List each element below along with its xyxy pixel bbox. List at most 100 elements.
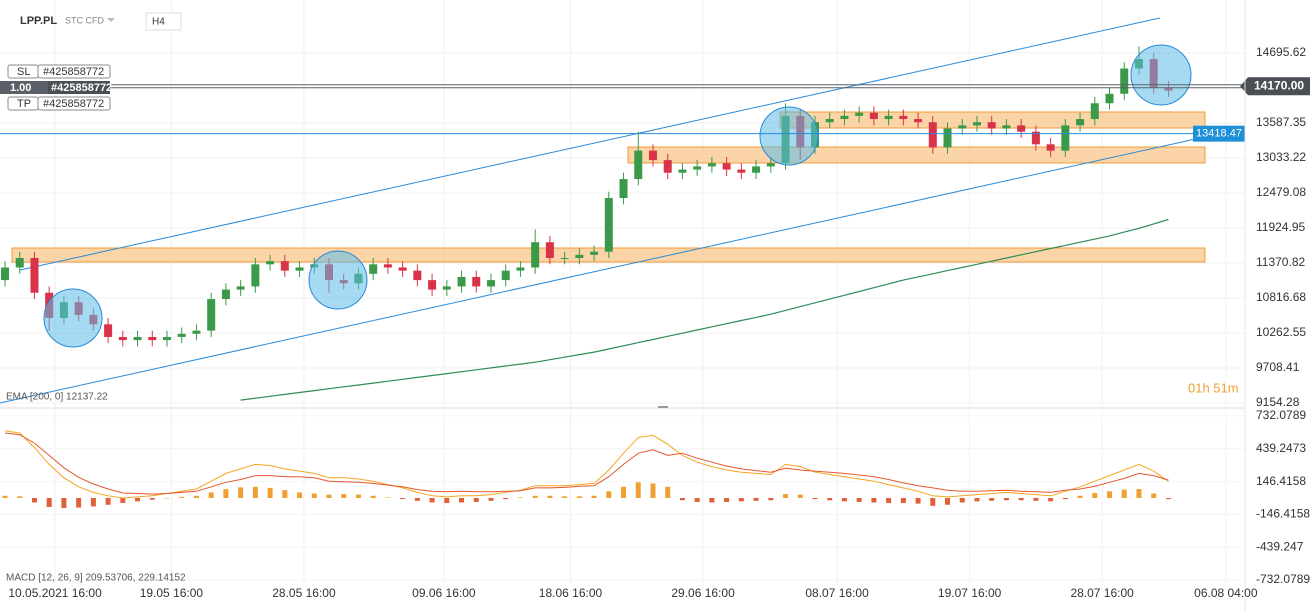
x-tick-label: 08.07 16:00 <box>805 586 869 600</box>
candle-body <box>280 261 289 271</box>
macd-bar <box>193 495 199 498</box>
timeframe[interactable]: H4 <box>152 17 165 28</box>
macd-bar <box>1107 491 1113 498</box>
candle-body <box>472 276 481 287</box>
y-tick-label: 9154.28 <box>1256 395 1300 409</box>
candle-body <box>118 336 127 341</box>
x-tick-label: 06.08 04:00 <box>1194 586 1258 600</box>
pane-handle[interactable] <box>658 406 668 408</box>
y-tick-label: 13033.22 <box>1256 150 1306 164</box>
macd-bar <box>179 496 185 498</box>
position-id[interactable]: #425858772 <box>51 82 112 94</box>
candle-body <box>177 333 186 337</box>
macd-bar <box>856 498 862 502</box>
macd-bar <box>223 489 229 498</box>
candle-body <box>678 169 687 173</box>
sl-label[interactable]: SL <box>17 66 30 78</box>
y-tick-label: -732.0789 <box>1256 572 1310 586</box>
candle-body <box>1090 103 1099 120</box>
macd-bar <box>945 498 951 505</box>
macd-bar <box>326 494 332 498</box>
candle-body <box>825 119 834 123</box>
volume[interactable]: 1.00 <box>10 82 31 94</box>
macd-bar <box>1121 489 1127 498</box>
x-tick-label: 28.07 16:00 <box>1070 586 1134 600</box>
y-tick-label: 14695.62 <box>1256 45 1306 59</box>
candle-body <box>590 251 599 255</box>
macd-bar <box>311 493 317 498</box>
tp-id-box[interactable] <box>37 96 111 111</box>
x-tick-label: 28.05 16:00 <box>272 586 336 600</box>
macd-bar <box>1165 498 1171 500</box>
x-tick-label: 10.05.2021 16:00 <box>8 586 102 600</box>
candle-body <box>383 264 392 268</box>
macd-bar <box>1033 498 1039 501</box>
sl-id[interactable]: #425858772 <box>43 66 104 78</box>
macd-bar <box>621 486 627 498</box>
candle-body <box>943 128 952 148</box>
macd-bar <box>871 498 877 503</box>
candle-body <box>663 160 672 173</box>
candle-body <box>104 324 113 337</box>
timeframe-box[interactable] <box>145 12 182 31</box>
x-tick-label: 09.06 16:00 <box>412 586 476 600</box>
symbol[interactable]: LPP.PL <box>20 15 57 27</box>
dropdown-arrow[interactable] <box>107 18 115 22</box>
candle-body <box>648 150 657 161</box>
candle-body <box>869 112 878 120</box>
candle-body <box>163 336 172 341</box>
y-tick-label: 10816.68 <box>1256 290 1306 304</box>
macd-bar <box>135 498 141 502</box>
candle-body <box>251 264 260 287</box>
macd-bar <box>429 498 435 503</box>
macd-bar <box>768 498 774 501</box>
candle-body <box>899 115 908 120</box>
macd-bar <box>267 487 273 498</box>
candle-body <box>766 163 775 167</box>
macd-bar <box>355 494 361 498</box>
candle-body <box>486 280 495 287</box>
overlay: 13418.47 14170.00 <box>0 77 1310 499</box>
position-box[interactable] <box>48 81 110 94</box>
macd-bar <box>665 486 671 498</box>
macd-bar <box>959 498 965 503</box>
macd-bar <box>1048 498 1054 502</box>
macd-bar <box>1018 498 1024 501</box>
macd-bar <box>488 498 494 501</box>
macd-bar <box>341 494 347 498</box>
macd-bar <box>517 497 523 498</box>
macd-bar <box>282 490 288 498</box>
macd-bar <box>1077 495 1083 498</box>
macd-bar <box>900 498 906 504</box>
level-label-box <box>1193 125 1245 142</box>
macd-bar <box>886 498 892 504</box>
y-tick-label: 146.4158 <box>1256 474 1306 488</box>
candle-body <box>413 270 422 281</box>
highlight-circle <box>43 288 103 348</box>
candle-body <box>737 169 746 173</box>
candle-body <box>369 264 378 274</box>
macd-bar <box>797 494 803 498</box>
macd-bar <box>385 497 391 498</box>
macd-legend: MACD [12, 26, 9] 209.53706, 229.14152 <box>6 573 186 584</box>
tp-id[interactable]: #425858772 <box>43 98 104 110</box>
macd-bar <box>1003 498 1009 501</box>
ema-legend: EMA [200, 0] 12137.22 <box>6 392 108 403</box>
candle-body <box>1061 125 1070 151</box>
macd-bar <box>547 495 553 498</box>
orders: SL #425858772 1.00 #425858772 TP #425858… <box>0 64 112 111</box>
candle-body <box>516 267 525 271</box>
highlight-circle <box>1130 44 1192 106</box>
sl-id-box[interactable] <box>37 64 111 79</box>
macd-bar <box>930 498 936 506</box>
candle-body <box>604 197 613 252</box>
y-tick-label: 10262.55 <box>1256 325 1306 339</box>
candle-body <box>398 267 407 271</box>
y-tick-label: -439.247 <box>1256 539 1304 553</box>
candle-body <box>914 119 923 123</box>
macd-bar <box>591 495 597 498</box>
macd-bar <box>414 498 420 501</box>
tp-label[interactable]: TP <box>17 98 31 110</box>
volume-box[interactable] <box>0 81 48 94</box>
